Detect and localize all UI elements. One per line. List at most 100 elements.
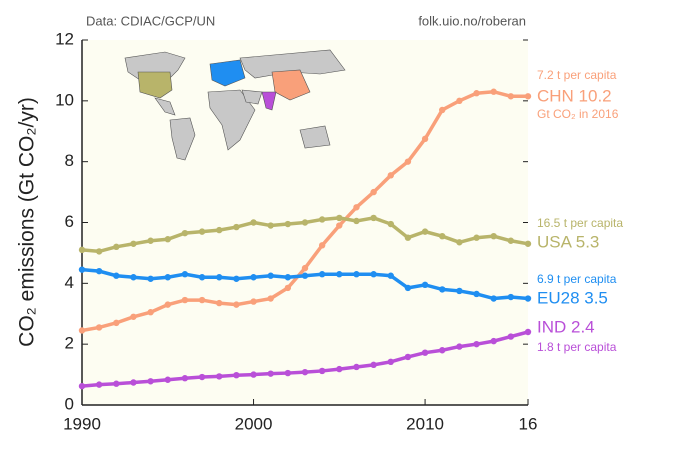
data-point (370, 188, 377, 196)
data-point (353, 363, 360, 371)
data-point (456, 239, 463, 246)
y-tick-label: 10 (55, 90, 74, 109)
data-point (78, 327, 86, 334)
data-point (507, 293, 515, 301)
data-point (95, 267, 103, 275)
data-point (404, 234, 412, 241)
data-point (147, 275, 154, 282)
world-map (124, 49, 346, 161)
data-point (473, 90, 480, 97)
data-point (216, 373, 223, 380)
data-point (216, 274, 223, 281)
data-point (318, 242, 326, 249)
y-tick-label: 0 (65, 394, 74, 413)
data-point (387, 272, 394, 279)
data-point (181, 296, 189, 304)
y-tick-label: 4 (65, 273, 74, 292)
per-capita-label: 7.2 t per capita (537, 68, 617, 82)
data-point (250, 219, 257, 226)
data-point (164, 236, 171, 243)
data-point (490, 337, 497, 345)
data-point (164, 274, 171, 281)
data-point (353, 271, 360, 278)
data-point (387, 172, 394, 179)
data-point (233, 301, 240, 308)
data-point (370, 271, 377, 278)
data-point (233, 275, 240, 282)
data-point (78, 246, 86, 254)
data-point (267, 295, 274, 302)
data-point (198, 296, 206, 304)
data-point (267, 272, 274, 279)
data-point (198, 228, 206, 235)
data-point (318, 271, 326, 278)
data-point (233, 223, 240, 231)
data-point (95, 381, 103, 388)
data-point (439, 106, 446, 114)
data-point (113, 243, 120, 251)
data-point (404, 158, 412, 165)
data-point (130, 313, 137, 320)
data-point (130, 240, 137, 247)
data-point (387, 358, 394, 366)
data-point (301, 219, 309, 226)
data-point (181, 271, 189, 278)
data-point (267, 222, 274, 229)
data-point (490, 88, 497, 95)
data-point (147, 309, 154, 316)
data-point (267, 370, 274, 377)
data-point (250, 274, 257, 281)
data-point (95, 248, 103, 255)
data-point (147, 378, 154, 385)
data-point (318, 367, 326, 375)
data-point (95, 324, 103, 331)
data-point (216, 226, 223, 234)
data-point (404, 284, 412, 292)
data-point (473, 340, 480, 348)
data-point (301, 368, 309, 376)
data-point (387, 220, 394, 228)
data-point (336, 271, 343, 278)
x-tick-label: 1990 (63, 414, 101, 433)
data-point (164, 301, 171, 308)
data-point (507, 93, 515, 100)
data-point (284, 369, 292, 377)
data-point (524, 328, 532, 336)
series-note: Gt CO₂ in 2016 (537, 107, 619, 121)
data-point (370, 361, 377, 369)
data-point (233, 371, 240, 379)
data-point (524, 93, 532, 100)
y-tick-label: 2 (65, 334, 74, 353)
data-point (336, 222, 343, 229)
series-label: EU28 3.5 (537, 288, 608, 307)
data-point (421, 349, 429, 356)
data-point (164, 376, 171, 383)
data-point (439, 347, 446, 354)
y-tick-label: 6 (65, 212, 74, 231)
data-point (456, 97, 463, 105)
data-point (439, 232, 446, 240)
data-point (181, 229, 189, 237)
data-point (130, 274, 137, 281)
data-point (490, 295, 497, 302)
data-point (524, 295, 532, 302)
data-point (301, 264, 309, 272)
data-point (318, 216, 326, 223)
data-point (147, 237, 154, 244)
y-tick-label: 8 (65, 151, 74, 170)
data-point (336, 214, 343, 222)
data-point (113, 272, 120, 279)
data-point (524, 240, 532, 247)
data-point (284, 220, 292, 228)
data-point (456, 343, 463, 350)
y-tick-label: 12 (55, 29, 74, 48)
data-point (336, 365, 343, 373)
data-point (353, 217, 360, 225)
data-point (421, 228, 429, 235)
x-tick-label: 16 (519, 414, 538, 433)
data-point (250, 298, 257, 305)
x-tick-label: 2010 (406, 414, 444, 433)
per-capita-label: 1.8 t per capita (537, 340, 617, 354)
data-point (507, 237, 515, 244)
